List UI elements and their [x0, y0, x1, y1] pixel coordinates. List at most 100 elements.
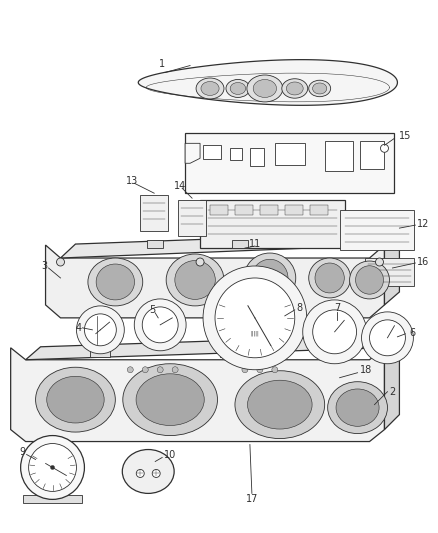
Bar [230, 148, 242, 160]
Circle shape [215, 278, 295, 358]
Polygon shape [185, 143, 200, 163]
Text: 15: 15 [399, 131, 412, 141]
Ellipse shape [309, 80, 331, 96]
Circle shape [142, 367, 148, 373]
Circle shape [134, 299, 186, 351]
Circle shape [28, 443, 77, 491]
Circle shape [196, 258, 204, 266]
Ellipse shape [175, 261, 215, 300]
Text: 16: 16 [417, 257, 430, 267]
Text: 1: 1 [159, 59, 165, 69]
Circle shape [272, 367, 278, 373]
Polygon shape [46, 245, 385, 318]
Circle shape [257, 367, 263, 373]
Ellipse shape [336, 389, 379, 426]
Ellipse shape [35, 367, 115, 432]
Ellipse shape [328, 382, 388, 433]
Circle shape [375, 258, 384, 266]
Circle shape [85, 314, 117, 346]
Ellipse shape [136, 374, 204, 425]
Text: 14: 14 [174, 181, 186, 191]
Circle shape [172, 367, 178, 373]
Text: 6: 6 [410, 328, 416, 338]
Text: 2: 2 [389, 386, 396, 397]
Polygon shape [11, 348, 385, 441]
Bar [285, 205, 303, 215]
Text: 3: 3 [42, 261, 48, 271]
Bar [140, 195, 168, 231]
Bar [275, 143, 305, 165]
Circle shape [303, 300, 367, 364]
Ellipse shape [201, 82, 219, 95]
Bar [185, 133, 395, 193]
Ellipse shape [286, 82, 303, 95]
Polygon shape [60, 232, 399, 258]
Polygon shape [385, 232, 399, 305]
Circle shape [127, 367, 133, 373]
Text: 11: 11 [249, 239, 261, 249]
Circle shape [152, 470, 160, 478]
Text: 7: 7 [335, 303, 341, 313]
Ellipse shape [226, 79, 250, 98]
Bar [325, 141, 353, 171]
Bar [260, 205, 278, 215]
Bar [178, 200, 206, 236]
Ellipse shape [247, 380, 312, 429]
Bar [90, 345, 110, 357]
Bar [339, 210, 414, 250]
Circle shape [50, 465, 54, 470]
Ellipse shape [282, 79, 308, 98]
Ellipse shape [244, 253, 296, 303]
Bar [360, 141, 385, 169]
Polygon shape [147, 240, 163, 248]
Ellipse shape [47, 376, 104, 423]
Ellipse shape [166, 254, 224, 306]
Ellipse shape [309, 258, 350, 298]
Circle shape [203, 266, 307, 370]
Ellipse shape [196, 78, 224, 99]
Bar [23, 495, 82, 503]
Ellipse shape [230, 83, 246, 94]
Ellipse shape [122, 449, 174, 494]
Text: 8: 8 [297, 303, 303, 313]
Circle shape [136, 470, 144, 478]
Bar [235, 205, 253, 215]
Circle shape [57, 258, 64, 266]
Text: 4: 4 [75, 323, 81, 333]
Text: 17: 17 [246, 495, 258, 504]
Ellipse shape [247, 75, 283, 102]
Bar [200, 200, 345, 248]
Text: 5: 5 [149, 305, 155, 315]
Bar [220, 345, 240, 357]
Bar [364, 258, 414, 286]
Text: |||||: ||||| [251, 330, 259, 336]
Ellipse shape [252, 259, 288, 297]
Text: 18: 18 [360, 365, 372, 375]
Text: 12: 12 [417, 219, 430, 229]
Ellipse shape [253, 79, 276, 98]
Circle shape [77, 306, 124, 354]
Polygon shape [385, 335, 399, 430]
Circle shape [242, 367, 248, 373]
Bar [203, 146, 221, 159]
Bar [310, 205, 328, 215]
Ellipse shape [88, 258, 143, 306]
Circle shape [361, 312, 413, 364]
Circle shape [157, 367, 163, 373]
Ellipse shape [235, 371, 325, 439]
Circle shape [381, 144, 389, 152]
Circle shape [142, 307, 178, 343]
Text: 9: 9 [20, 447, 26, 457]
Circle shape [21, 435, 85, 499]
Ellipse shape [123, 364, 218, 435]
Polygon shape [138, 60, 397, 106]
Ellipse shape [350, 261, 389, 299]
Text: 13: 13 [126, 176, 138, 186]
Ellipse shape [96, 264, 134, 300]
Polygon shape [232, 240, 248, 248]
Circle shape [313, 310, 357, 354]
Polygon shape [25, 335, 399, 360]
Bar [210, 205, 228, 215]
Ellipse shape [313, 83, 327, 94]
Circle shape [370, 320, 406, 356]
